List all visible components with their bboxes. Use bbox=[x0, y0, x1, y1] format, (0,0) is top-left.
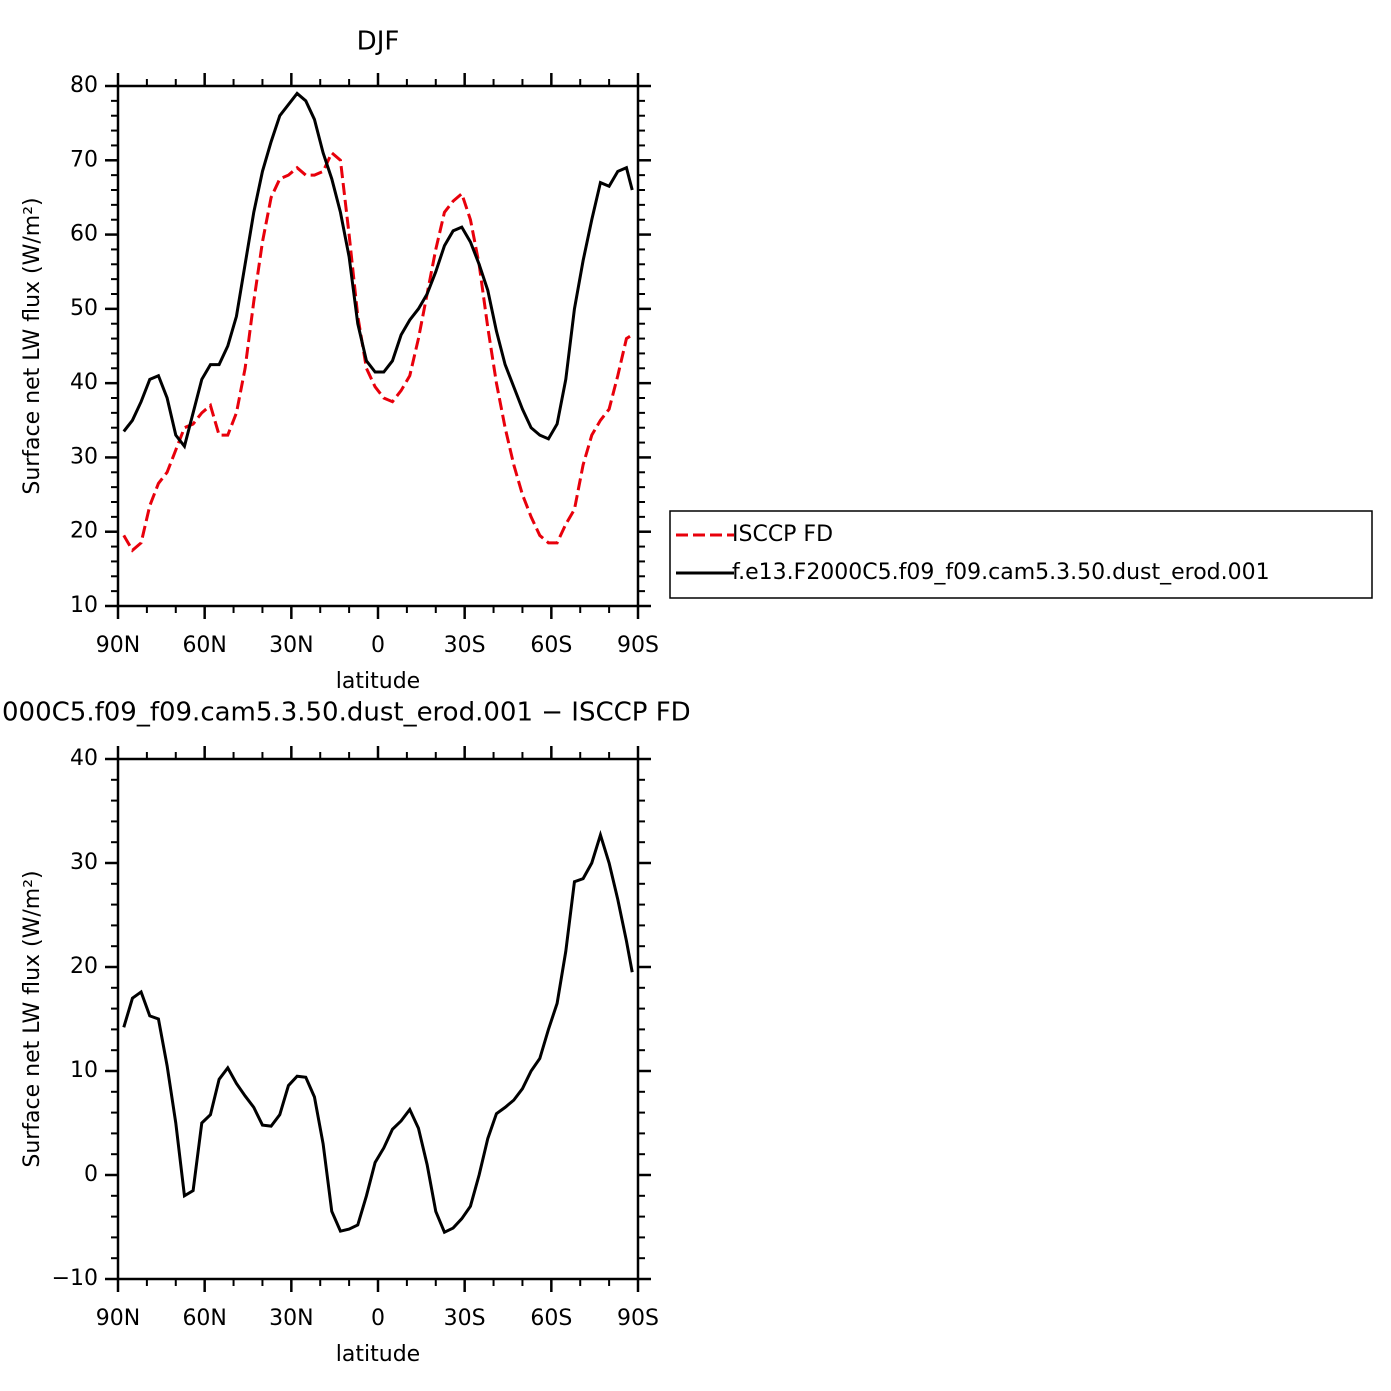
chart-title: 000C5.f09_f09.cam5.3.50.dust_erod.001 − … bbox=[2, 698, 691, 728]
x-tick-label: 60S bbox=[530, 1306, 572, 1331]
x-tick-label: 30N bbox=[269, 1306, 313, 1331]
y-tick-label: 80 bbox=[70, 73, 98, 98]
x-tick-label: 90N bbox=[96, 633, 140, 658]
x-tick-label: 90N bbox=[96, 1306, 140, 1331]
x-tick-label: 60N bbox=[182, 633, 226, 658]
x-axis-label: latitude bbox=[336, 669, 420, 694]
data-line bbox=[122, 150, 634, 553]
y-axis-label: Surface net LW flux (W/m²) bbox=[20, 197, 45, 494]
x-tick-label: 0 bbox=[371, 1306, 385, 1331]
legend-label: ISCCP FD bbox=[732, 522, 833, 547]
y-tick-label: 10 bbox=[70, 1058, 98, 1083]
plot-frame bbox=[116, 84, 640, 608]
y-axis-label: Surface net LW flux (W/m²) bbox=[20, 870, 45, 1167]
data-line bbox=[122, 91, 634, 450]
y-tick-label: 70 bbox=[70, 147, 98, 172]
x-tick-label: 60N bbox=[182, 1306, 226, 1331]
y-tick-label: 10 bbox=[70, 593, 98, 618]
x-tick-label: 60S bbox=[530, 633, 572, 658]
y-tick-label: 30 bbox=[70, 444, 98, 469]
chart-title: DJF bbox=[357, 27, 400, 57]
legend-label: f.e13.F2000C5.f09_f09.cam5.3.50.dust_ero… bbox=[732, 560, 1270, 585]
x-tick-label: 90S bbox=[617, 1306, 659, 1331]
y-tick-label: 20 bbox=[70, 519, 98, 544]
y-tick-label: 60 bbox=[70, 222, 98, 247]
x-tick-label: 30N bbox=[269, 633, 313, 658]
y-tick-label: 40 bbox=[70, 746, 98, 771]
y-tick-label: −10 bbox=[52, 1266, 98, 1291]
x-tick-label: 0 bbox=[371, 633, 385, 658]
x-axis-label: latitude bbox=[336, 1342, 420, 1367]
legend-box bbox=[669, 510, 1373, 599]
y-tick-label: 50 bbox=[70, 296, 98, 321]
x-tick-label: 30S bbox=[444, 1306, 486, 1331]
x-tick-label: 90S bbox=[617, 633, 659, 658]
data-line bbox=[122, 829, 634, 1235]
y-tick-label: 30 bbox=[70, 850, 98, 875]
x-tick-label: 30S bbox=[444, 633, 486, 658]
y-tick-label: 20 bbox=[70, 954, 98, 979]
plot-frame bbox=[116, 757, 640, 1281]
legend: ISCCP FD f.e13.F2000C5.f09_f09.cam5.3.50.… bbox=[669, 510, 1373, 599]
y-tick-label: 40 bbox=[70, 370, 98, 395]
y-tick-label: 0 bbox=[84, 1162, 98, 1187]
